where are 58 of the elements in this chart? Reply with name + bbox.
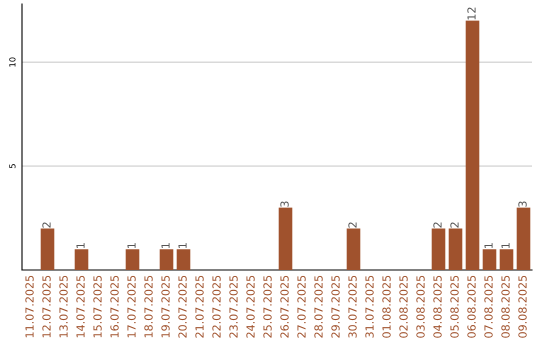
bar [176, 249, 190, 270]
x-tick-label: 09.08.2025 [518, 276, 527, 338]
y-tick-label: 5 [9, 164, 16, 168]
x-tick-label: 26.07.2025 [280, 276, 289, 338]
data-label: 1 [178, 243, 187, 248]
data-label: 1 [501, 243, 510, 248]
x-tick-label: 12.07.2025 [42, 276, 51, 338]
data-label: 2 [348, 222, 357, 228]
bar [40, 228, 54, 270]
data-label: 3 [280, 201, 289, 207]
x-tick-label: 04.08.2025 [433, 276, 442, 338]
bar [160, 249, 174, 270]
x-tick-label: 23.07.2025 [229, 276, 238, 338]
x-tick-label: 27.07.2025 [297, 276, 306, 338]
data-label: 1 [76, 243, 85, 248]
x-tick-label: 21.07.2025 [195, 276, 204, 338]
x-tick-label: 14.07.2025 [76, 276, 85, 338]
data-label: 1 [161, 243, 170, 248]
bar [448, 228, 462, 270]
y-tick-label: 10 [9, 57, 16, 67]
data-label: 3 [518, 201, 527, 207]
x-tick-label: 25.07.2025 [263, 276, 272, 338]
x-tick-label: 17.07.2025 [127, 276, 136, 338]
x-tick-label: 06.08.2025 [467, 276, 476, 338]
bar [278, 208, 292, 270]
data-label: 2 [42, 222, 51, 228]
x-tick-label: 29.07.2025 [331, 276, 340, 338]
x-tick-label: 13.07.2025 [59, 276, 68, 338]
bar [126, 249, 140, 270]
x-tick-label: 08.08.2025 [501, 276, 510, 338]
data-label: 1 [127, 243, 136, 248]
x-tick-label: 31.07.2025 [365, 276, 374, 338]
x-tick-label: 01.08.2025 [382, 276, 391, 338]
x-tick-label: 30.07.2025 [348, 276, 357, 338]
x-tick-label: 07.08.2025 [484, 276, 493, 338]
x-tick-label: 15.07.2025 [93, 276, 102, 338]
x-tick-label: 03.08.2025 [416, 276, 425, 338]
data-label: 2 [450, 222, 459, 228]
x-tick-label: 28.07.2025 [314, 276, 323, 338]
x-tick-label: 24.07.2025 [246, 276, 255, 338]
x-tick-label: 20.07.2025 [178, 276, 187, 338]
bar [346, 228, 360, 270]
data-label: 12 [467, 8, 476, 20]
x-tick-label: 11.07.2025 [25, 276, 34, 338]
data-label: 1 [484, 243, 493, 248]
bar [500, 249, 514, 270]
x-tick-label: 18.07.2025 [144, 276, 153, 338]
x-tick-label: 16.07.2025 [110, 276, 119, 338]
x-tick-label: 02.08.2025 [399, 276, 408, 338]
x-tick-label: 05.08.2025 [450, 276, 459, 338]
bar [482, 249, 496, 270]
bar [432, 228, 446, 270]
x-tick-label: 22.07.2025 [212, 276, 221, 338]
x-tick-label: 19.07.2025 [161, 276, 170, 338]
data-label: 2 [433, 222, 442, 228]
bar [466, 20, 480, 270]
bar [516, 208, 530, 270]
bar [74, 249, 88, 270]
